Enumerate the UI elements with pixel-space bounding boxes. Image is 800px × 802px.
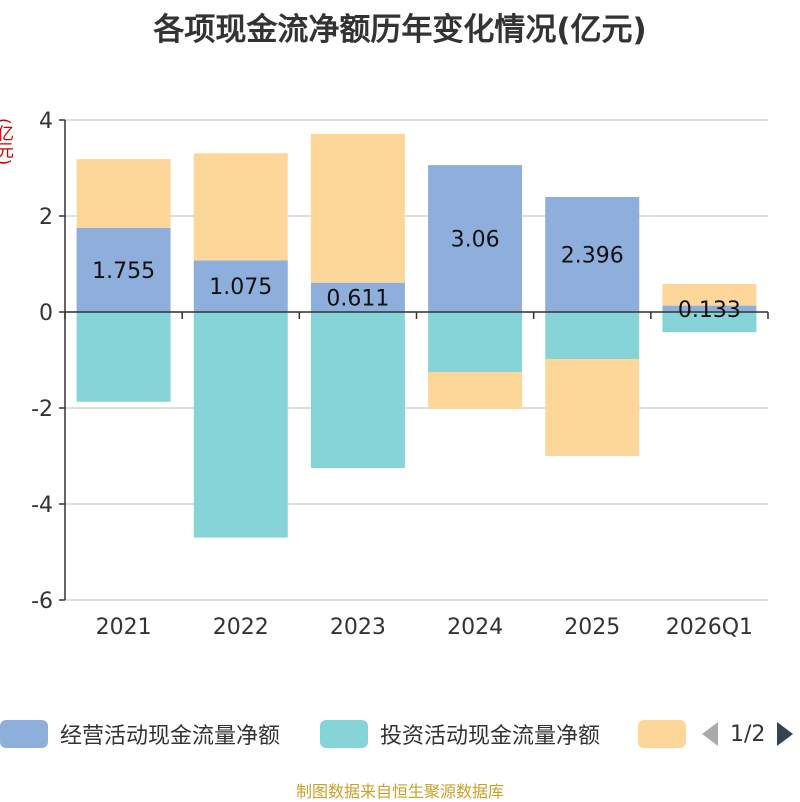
- legend-item-operating[interactable]: 经营活动现金流量净额: [0, 714, 280, 754]
- y-axis-unit-label: (亿元): [0, 118, 13, 166]
- y-tick-label: -2: [31, 397, 53, 422]
- chevron-left-icon[interactable]: [700, 720, 720, 748]
- chevron-right-icon[interactable]: [775, 720, 795, 748]
- bar-series-0-2025[interactable]: [545, 196, 640, 312]
- x-tick-label: 2021: [96, 615, 152, 640]
- y-tick-label: -4: [31, 493, 53, 518]
- y-tick-label: 4: [39, 109, 53, 134]
- bar-series-1-2021[interactable]: [76, 312, 171, 402]
- legend-label: 投资活动现金流量净额: [380, 724, 601, 749]
- bar-series-0-2023[interactable]: [310, 282, 405, 312]
- bar-series-0-2026Q1[interactable]: [662, 305, 757, 312]
- x-tick-label: 2024: [447, 615, 503, 640]
- bar-series-0-2021[interactable]: [76, 227, 171, 312]
- bar-series-2-2025[interactable]: [545, 359, 640, 456]
- data-label: 1.755: [92, 259, 155, 284]
- data-label: 0.611: [326, 286, 389, 311]
- bar-series-2-2024[interactable]: [428, 372, 523, 409]
- bar-series-1-2025[interactable]: [545, 312, 640, 360]
- legend-page-indicator: 1/2: [730, 721, 766, 747]
- data-label: 2.396: [561, 243, 624, 268]
- legend-swatch: [0, 720, 48, 748]
- bar-series-2-2026Q1[interactable]: [662, 284, 757, 306]
- x-tick-label: 2026Q1: [666, 615, 753, 640]
- bar-series-1-2022[interactable]: [193, 312, 288, 538]
- chart-title: 各项现金流净额历年变化情况(亿元): [153, 12, 647, 48]
- bar-series-2-2023[interactable]: [310, 133, 405, 283]
- bar-chart: 4 2 0 -2 -4 -6 1.755 1.075 0.611 3.06 2.396 0.133 20…: [31, 109, 769, 640]
- bar-series-0-2024[interactable]: [428, 165, 523, 312]
- y-tick-label: 0: [39, 301, 53, 326]
- legend-item-investing[interactable]: 投资活动现金流量净额: [320, 714, 600, 754]
- legend-label: 经营活动现金流量净额: [60, 724, 281, 749]
- y-tick-label: -6: [31, 589, 53, 614]
- bar-series-1-2024[interactable]: [428, 312, 523, 372]
- legend-pager: 1/2: [700, 714, 795, 754]
- legend-swatch: [638, 720, 686, 748]
- data-label: 0.133: [678, 298, 741, 323]
- legend-item-financing[interactable]: [638, 714, 698, 754]
- bar-series-0-2022[interactable]: [193, 260, 288, 312]
- x-tick-label: 2022: [213, 615, 269, 640]
- x-tick-label: 2025: [564, 615, 620, 640]
- x-tick-label: 2023: [330, 615, 386, 640]
- legend: 经营活动现金流量净额 投资活动现金流量净额 1/2: [0, 714, 800, 754]
- data-label: 1.075: [209, 275, 272, 300]
- y-tick-label: 2: [39, 205, 53, 230]
- legend-swatch: [320, 720, 368, 748]
- data-label: 3.06: [451, 228, 500, 253]
- data-source-note: 制图数据来自恒生聚源数据库: [295, 782, 504, 801]
- bar-series-1-2026Q1[interactable]: [662, 312, 757, 333]
- bar-series-2-2022[interactable]: [193, 153, 288, 261]
- bar-series-1-2023[interactable]: [310, 312, 405, 468]
- bar-series-2-2021[interactable]: [76, 159, 171, 228]
